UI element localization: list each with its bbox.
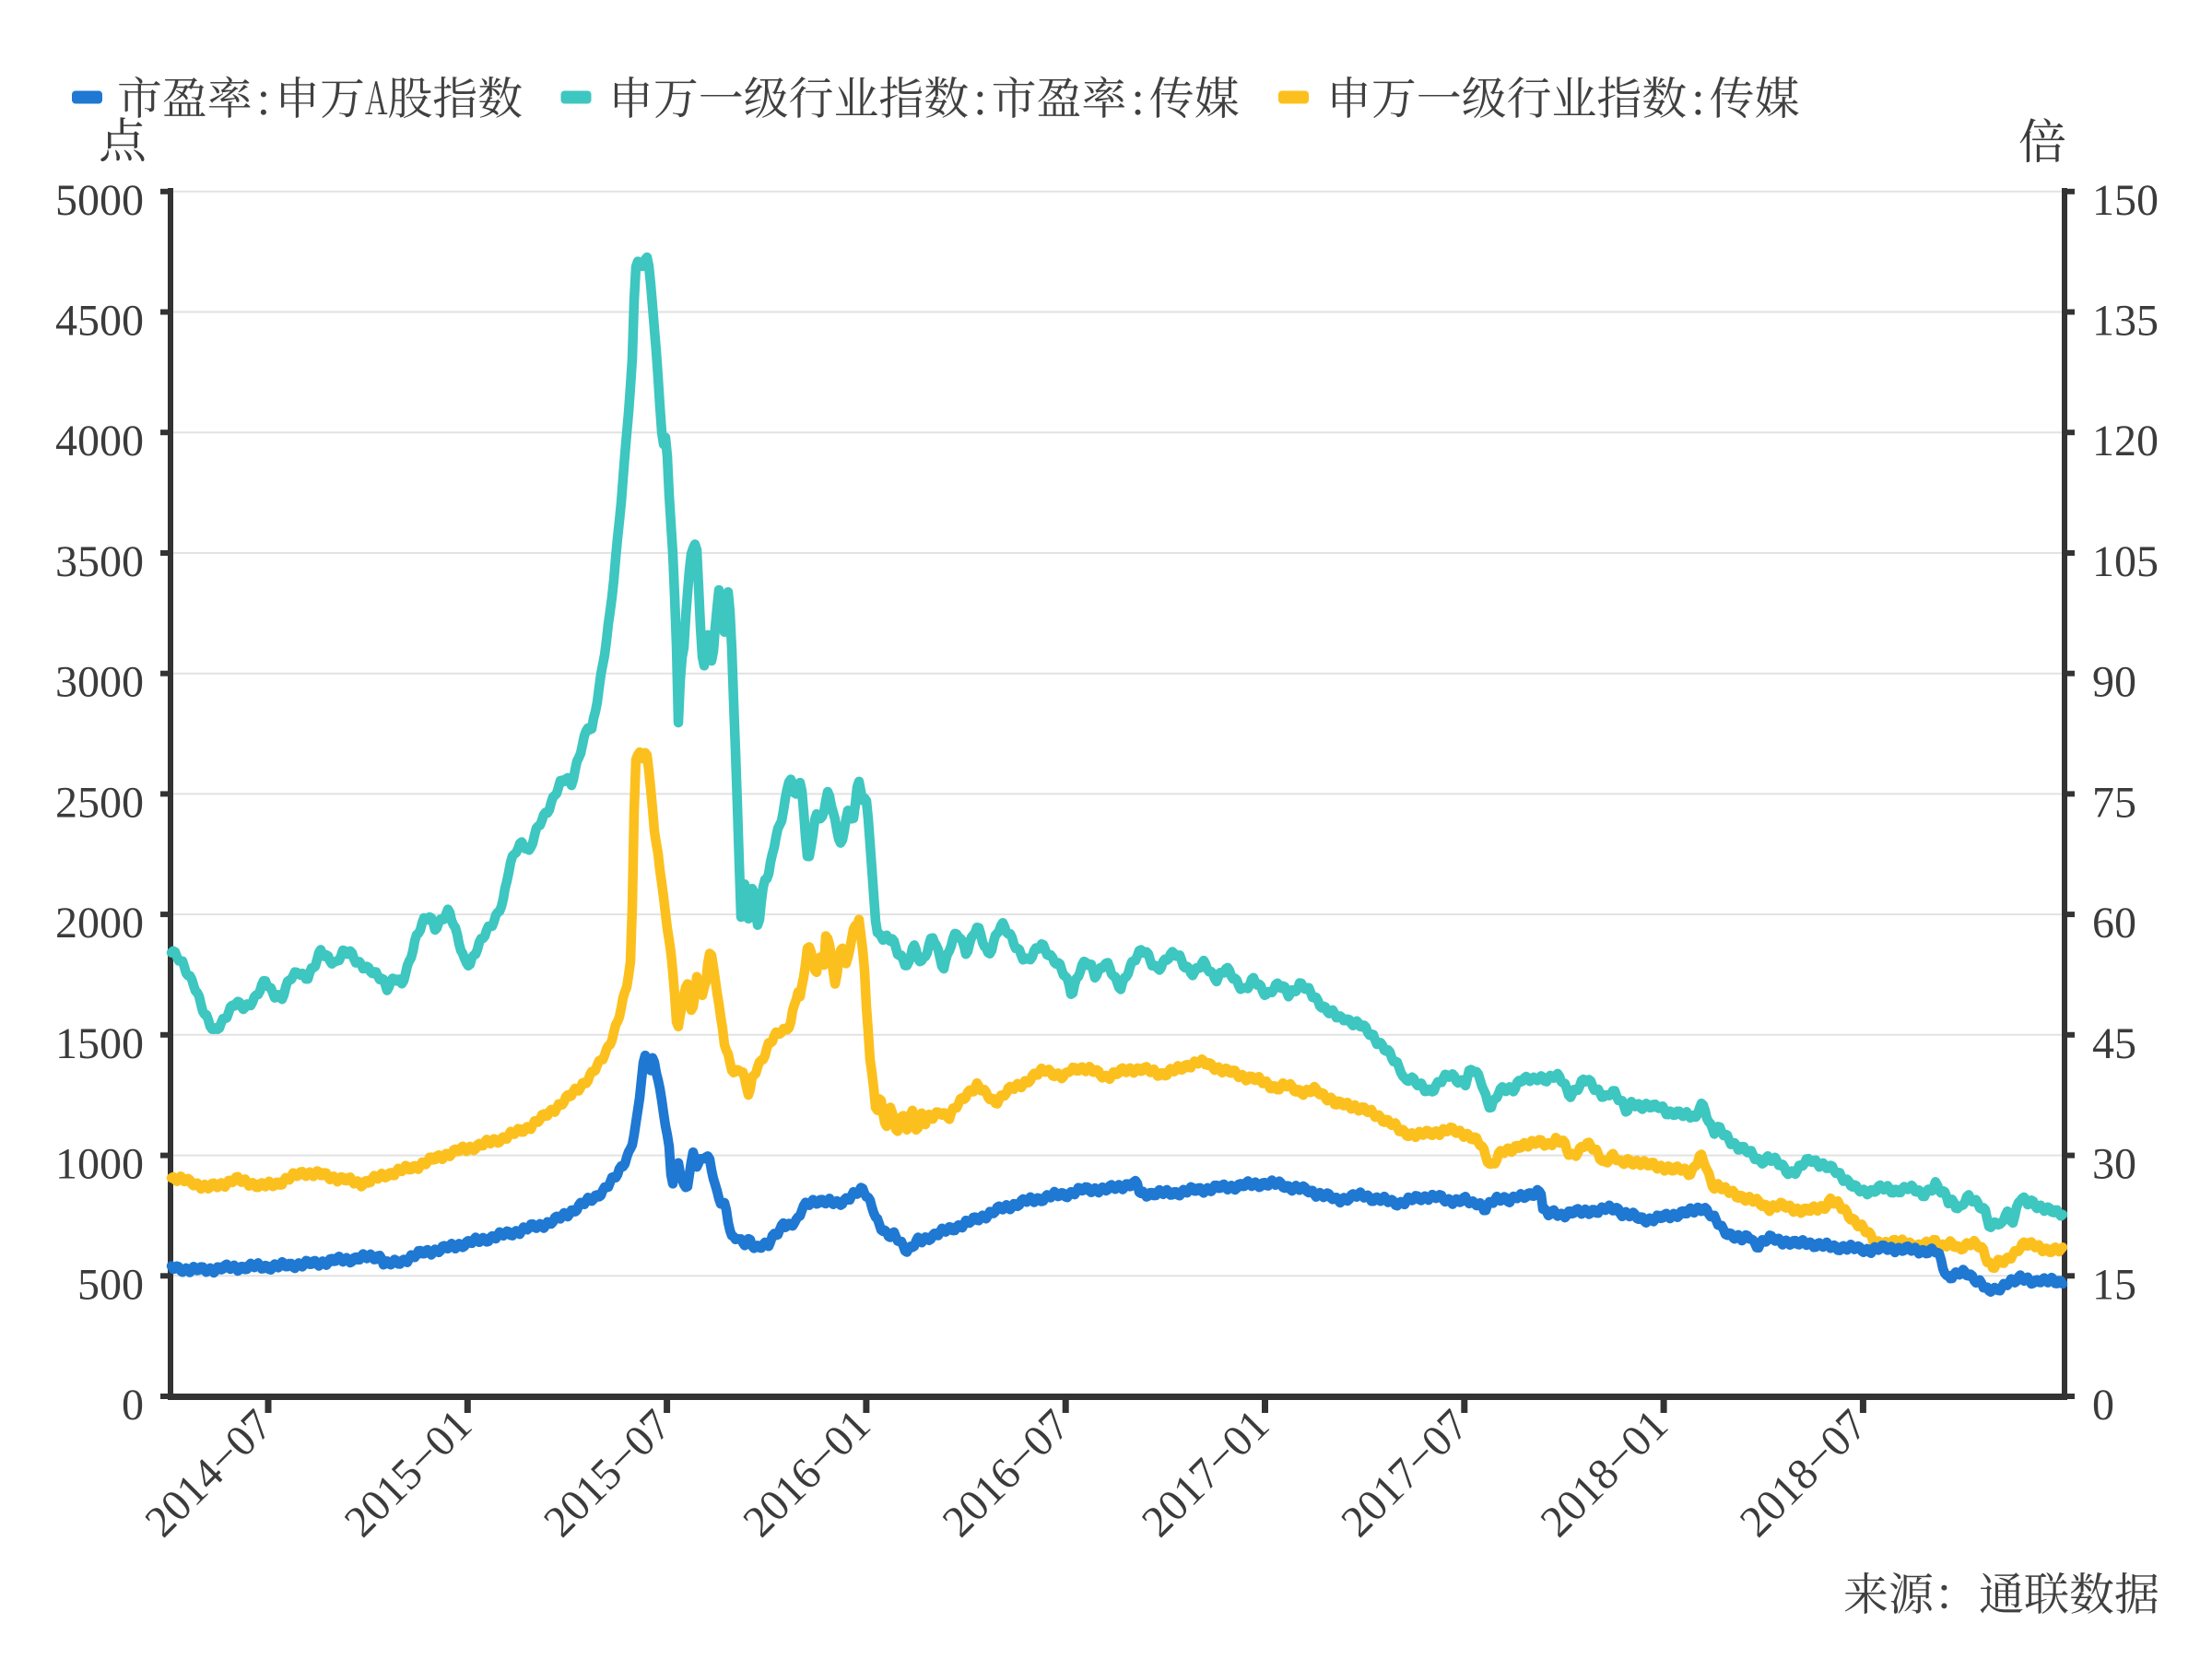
svg-text:30: 30 [2092,1140,2136,1189]
svg-text:1000: 1000 [55,1140,144,1189]
svg-text:2500: 2500 [55,778,144,827]
svg-text:4000: 4000 [55,417,144,465]
svg-text:150: 150 [2092,176,2159,225]
svg-text:135: 135 [2092,297,2159,346]
svg-text:3000: 3000 [55,658,144,707]
svg-text:2000: 2000 [55,899,144,947]
svg-text:120: 120 [2092,417,2159,465]
svg-text:5000: 5000 [55,176,144,225]
svg-text:105: 105 [2092,537,2159,586]
svg-text:75: 75 [2092,778,2136,827]
svg-text:60: 60 [2092,899,2136,947]
svg-text:90: 90 [2092,658,2136,707]
svg-text:3500: 3500 [55,537,144,586]
svg-text:15: 15 [2092,1260,2136,1309]
svg-text:4500: 4500 [55,297,144,346]
svg-text:45: 45 [2092,1019,2136,1068]
svg-text:500: 500 [77,1260,144,1309]
svg-text:0: 0 [2092,1381,2114,1430]
svg-text:1500: 1500 [55,1019,144,1068]
svg-text:0: 0 [122,1381,144,1430]
